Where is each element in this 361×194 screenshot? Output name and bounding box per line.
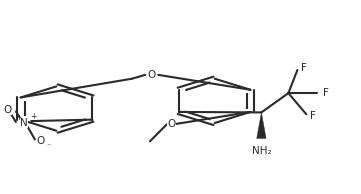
Text: O: O bbox=[36, 136, 44, 146]
Text: O: O bbox=[148, 70, 156, 80]
Text: N: N bbox=[20, 118, 28, 128]
Text: O: O bbox=[168, 119, 176, 129]
Text: +: + bbox=[30, 112, 36, 121]
Text: F: F bbox=[310, 111, 316, 121]
Text: ⁻: ⁻ bbox=[46, 142, 50, 151]
Text: F: F bbox=[322, 88, 329, 98]
Polygon shape bbox=[257, 112, 266, 138]
Text: NH₂: NH₂ bbox=[252, 146, 271, 156]
Text: F: F bbox=[301, 63, 307, 73]
Text: O: O bbox=[4, 106, 12, 115]
